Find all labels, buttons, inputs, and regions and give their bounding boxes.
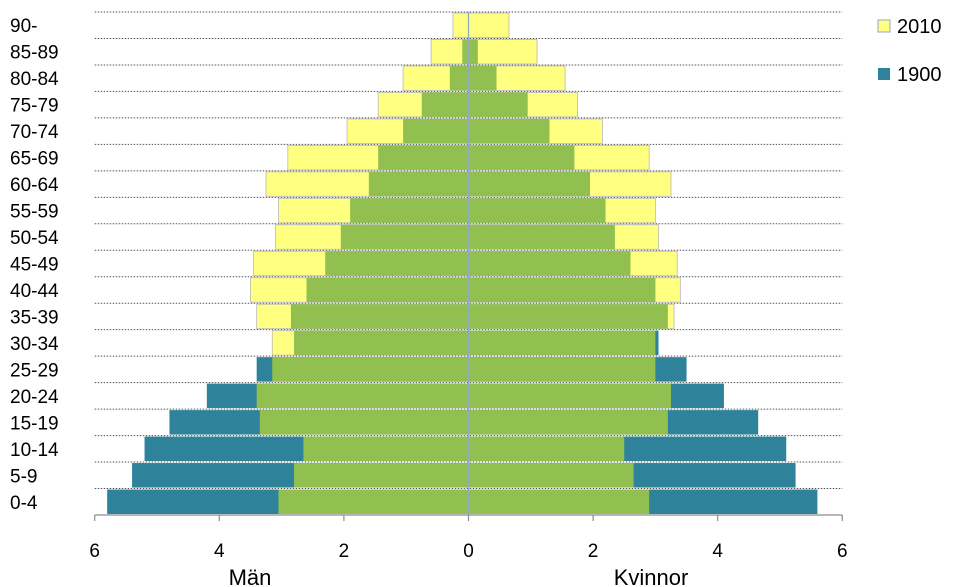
bar-overlap-men-0-4 [278, 489, 469, 514]
bar-overlap-women-40-44 [468, 277, 656, 303]
bar-overlap-men-75-79 [421, 92, 469, 117]
bar-overlap-women-20-24 [468, 383, 671, 409]
bar-overlap-men-35-39 [290, 304, 469, 329]
x-tick-label: 4 [712, 541, 723, 562]
bar-overlap-men-60-64 [368, 171, 469, 197]
legend: 2010 1900 [877, 16, 942, 86]
bar-overlap-men-80-84 [449, 65, 469, 91]
x-tick-label: 4 [214, 541, 225, 562]
bar-2010-women-85-89 [468, 39, 538, 65]
y-tick-label: 90- [10, 16, 37, 37]
y-tick-label: 15-19 [10, 413, 59, 434]
bar-overlap-men-40-44 [306, 277, 469, 303]
legend-swatch-2010 [877, 19, 891, 33]
x-axis-label-men: Män [229, 565, 272, 587]
bar-overlap-men-55-59 [350, 198, 469, 223]
y-tick-label: 60-64 [10, 175, 59, 196]
y-tick-label: 80-84 [10, 69, 59, 90]
bar-overlap-men-5-9 [294, 463, 469, 488]
bar-overlap-women-50-54 [468, 224, 615, 250]
y-tick-label: 75-79 [10, 96, 59, 117]
axes [94, 12, 843, 521]
y-tick-label: 0-4 [10, 493, 38, 514]
bar-overlap-women-30-34 [468, 330, 656, 356]
bar-overlap-women-85-89 [468, 39, 478, 64]
y-tick-label: 65-69 [10, 149, 59, 170]
bar-overlap-women-45-49 [468, 251, 631, 276]
bar-overlap-women-70-74 [468, 118, 550, 144]
y-tick-labels: 0-4 5-9 10-14 15-19 20-24 25-29 30-34 35-39 40-4… [10, 16, 59, 514]
bar-overlap-women-5-9 [468, 463, 634, 488]
y-tick-label: 55-59 [10, 202, 59, 223]
y-tick-label: 50-54 [10, 228, 59, 249]
x-tick-label: 2 [339, 541, 350, 562]
y-tick-label: 20-24 [10, 387, 59, 408]
bar-overlap-women-15-19 [468, 410, 668, 435]
y-tick-label: 30-34 [10, 334, 59, 355]
bar-overlap-women-10-14 [468, 436, 625, 462]
bar-overlap-men-20-24 [256, 383, 469, 409]
y-tick-label: 85-89 [10, 43, 59, 64]
y-tick-label: 10-14 [10, 440, 59, 461]
bar-overlap-men-50-54 [340, 224, 469, 250]
x-tick-label: 2 [588, 541, 599, 562]
bar-overlap-women-75-79 [468, 92, 528, 117]
x-tick-label: 0 [463, 541, 474, 562]
bar-overlap-men-45-49 [325, 251, 469, 276]
bars [107, 12, 818, 514]
bar-overlap-women-35-39 [468, 304, 668, 329]
bar-2010-women-90- [468, 12, 510, 38]
bar-2010-men-90- [452, 12, 469, 38]
x-tick-label: 6 [837, 541, 848, 562]
y-tick-label: 25-29 [10, 360, 59, 381]
bar-overlap-men-65-69 [378, 145, 469, 170]
y-tick-label: 5-9 [10, 466, 37, 487]
bar-overlap-men-10-14 [303, 436, 469, 462]
bar-overlap-men-70-74 [403, 118, 469, 144]
x-tick-label: 6 [89, 541, 100, 562]
bar-overlap-men-15-19 [259, 410, 469, 435]
bar-overlap-women-65-69 [468, 145, 575, 170]
bar-overlap-men-25-29 [272, 357, 469, 382]
legend-label-1900: 1900 [897, 64, 942, 86]
bar-overlap-men-85-89 [462, 39, 469, 64]
legend-swatch-1900 [878, 68, 890, 80]
bar-overlap-men-30-34 [294, 330, 469, 356]
bar-overlap-women-80-84 [468, 65, 497, 91]
bar-overlap-women-0-4 [468, 489, 650, 514]
bar-overlap-women-25-29 [468, 357, 656, 382]
bar-overlap-women-55-59 [468, 198, 606, 223]
y-tick-label: 70-74 [10, 122, 59, 143]
x-axis-label-women: Kvinnor [614, 565, 689, 587]
y-tick-label: 40-44 [10, 281, 59, 302]
bar-overlap-women-60-64 [468, 171, 590, 197]
x-tick-labels: 6 4 2 0 2 4 6 [89, 541, 847, 562]
y-tick-label: 35-39 [10, 307, 59, 328]
y-tick-label: 45-49 [10, 255, 59, 276]
legend-label-2010: 2010 [897, 16, 942, 38]
